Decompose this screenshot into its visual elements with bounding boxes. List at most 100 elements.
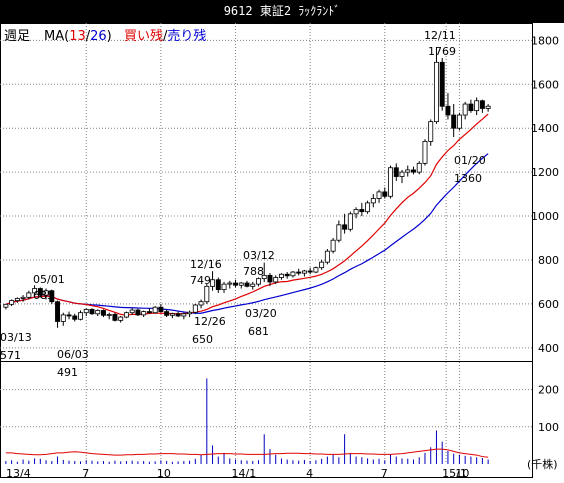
candle [141,310,147,318]
candle-body [393,167,399,177]
candle-body [388,167,394,197]
volume-unit-label: (千株) [527,457,558,471]
margin-balance-line [5,448,489,458]
candle [72,313,78,322]
volume-tick-label: 200 [538,384,559,397]
candle [20,295,26,302]
candle-body [256,278,261,285]
annotation-date: 12/26 [194,315,226,328]
candle [330,238,336,254]
candle [227,280,233,289]
candle-body [152,306,158,314]
candle [382,187,388,199]
annotation-value: 1360 [454,172,482,185]
candle-body [485,105,491,109]
candle-body [135,309,141,316]
candle [301,269,307,277]
candle [55,300,61,328]
candle [433,47,439,124]
candle [169,312,175,319]
candle-body [181,313,187,317]
candle [278,273,284,280]
candle-body [313,267,319,273]
time-tick-label: 15/1 [442,467,467,480]
candle-body [451,114,457,129]
candle [158,303,164,313]
candle-body [14,298,20,302]
candle-body [324,250,330,263]
annotation-date: 03/13 [0,331,32,344]
candle-body [296,271,302,274]
candle [393,163,399,181]
candle-body [3,303,9,308]
candle [192,303,198,314]
candle-body [192,304,198,313]
candle [462,101,468,120]
candle [445,93,451,120]
annotation-value: 1769 [428,45,456,58]
candle-body [267,274,273,283]
candle [290,270,296,278]
candle-body [353,209,359,215]
chart-title-bar: 9612 東証2 ﾗｯｸﾗﾝﾄﾞ [0,0,564,23]
candle-body [123,312,129,318]
candle [474,97,480,116]
candle-body [382,191,388,197]
candle [101,309,106,318]
annotation-value: 650 [192,333,213,346]
market-name: 東証2 [259,4,292,18]
candle [359,202,365,217]
price-tick-label: 1600 [531,78,559,91]
candle [485,104,491,112]
candle [112,312,118,322]
annotation-value: 788 [243,265,264,278]
candle-body [164,311,170,316]
candle [439,57,445,111]
candle [365,200,371,214]
candle [83,308,89,316]
price-tick-label: 1200 [531,166,559,179]
candle-body [49,290,55,303]
candle [479,99,485,113]
candle [106,312,112,320]
candle-body [60,314,66,322]
candle-body [43,290,49,296]
time-tick-label: 7 [82,467,89,480]
candle [9,299,15,307]
candle [411,166,416,175]
candle-body [479,100,485,109]
price-tick-label: 800 [538,254,559,267]
candle-body [55,301,61,322]
price-chart: 400 600 800 1000 1200 1400 1600 1800 100 200 13/… [0,23,559,480]
candle [370,194,376,208]
annotation-value: 491 [57,366,78,379]
price-tick-label: 1000 [531,210,559,223]
volume-bars [5,378,489,464]
candle [416,161,422,175]
candle-body [278,273,284,278]
price-tick-label: 1800 [531,34,559,47]
candle-body [422,140,428,164]
annotation-value: 681 [248,325,269,338]
candle-body [273,277,279,283]
candle-body [187,311,193,315]
candles [3,47,491,328]
candle [422,139,428,166]
ma-short-line [5,113,489,316]
candle [181,312,187,320]
candle [267,273,273,287]
time-tick-label: 10 [157,467,171,480]
candle [324,249,330,265]
annotation-value: 571 [0,349,21,362]
candle [428,119,434,146]
candle-body [9,300,15,305]
time-tick-label: 13/4 [6,467,31,480]
candle [284,272,290,279]
candle-body [468,103,474,112]
candle [342,213,348,234]
price-axis: 400 600 800 1000 1200 1400 1600 1800 [531,34,559,354]
candle-body [456,114,462,129]
candle-body [301,270,307,274]
annotation-date: 05/01 [33,273,65,286]
